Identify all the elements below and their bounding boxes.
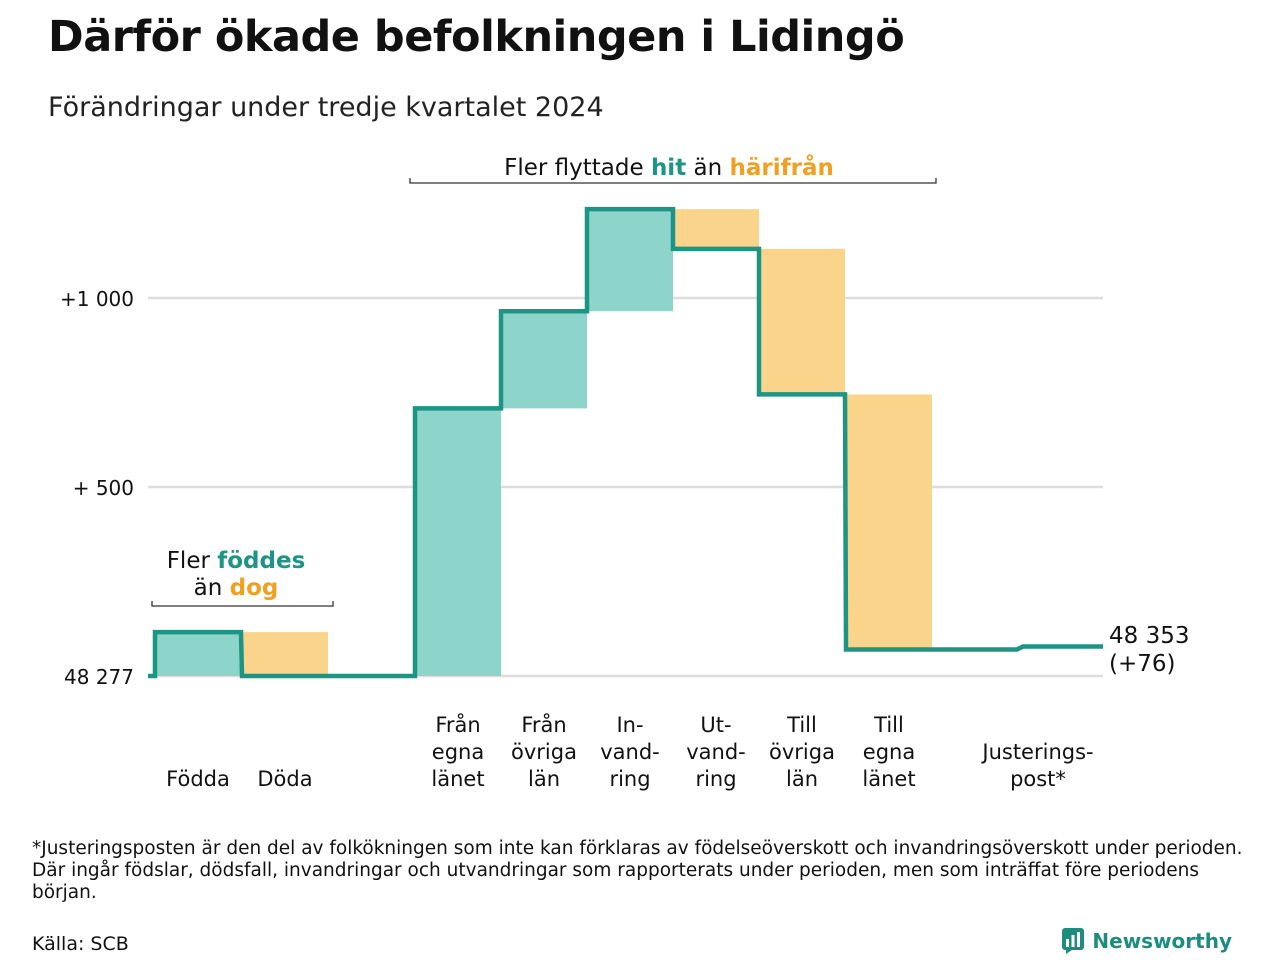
- brand: Newsworthy: [1062, 928, 1232, 954]
- bar-invandring: [587, 209, 673, 312]
- category-label: Till övriga län: [769, 713, 835, 791]
- bar-från-egna-länet: [415, 408, 501, 676]
- y-tick-label: +1 000: [60, 287, 134, 311]
- category-label: Födda: [166, 767, 230, 791]
- annotation-migration: Fler flyttade hit än härifrån: [504, 154, 834, 181]
- end-value-label: 48 353: [1109, 623, 1189, 649]
- annotation-births: än dog: [194, 575, 279, 601]
- category-label: In-vand-ring: [600, 713, 660, 791]
- annotation-births: Fler föddes: [167, 548, 306, 574]
- bar-utvandring: [673, 209, 759, 249]
- category-label: Till egna länet: [862, 713, 915, 791]
- category-label: Justerings-post*: [980, 740, 1093, 791]
- y-tick-label: + 500: [73, 476, 134, 500]
- cumulative-step-line: [148, 206, 1103, 679]
- bars: [155, 209, 932, 676]
- x-axis-labels: Födda Döda Från egna länet Från övriga län In-va…: [166, 712, 1093, 791]
- category-label: Från övriga län: [511, 712, 577, 791]
- footnote: *Justeringsposten är den del av folkökni…: [32, 838, 1243, 903]
- end-labels: 48 353(+76): [1109, 623, 1189, 677]
- end-change-label: (+76): [1109, 651, 1175, 677]
- source-note: Källa: SCB: [32, 933, 129, 955]
- y-tick-label: 48 277: [64, 665, 134, 689]
- annotation-bracket: [409, 178, 937, 184]
- category-label: Ut-vand-ring: [686, 713, 746, 791]
- bar-till-egna-länet: [846, 394, 932, 650]
- gridlines: [148, 296, 1103, 678]
- bar-döda: [242, 632, 328, 676]
- newsworthy-logo-icon: [1062, 928, 1085, 954]
- page-subtitle: Förändringar under tredje kvartalet 2024: [48, 92, 604, 123]
- bar-från-övriga-län: [501, 311, 587, 409]
- page-title: Därför ökade befolkningen i Lidingö: [48, 12, 905, 62]
- waterfall-chart: +1 000 + 500 48 277 Födda Döda Från egna länet…: [60, 154, 1190, 791]
- category-label: Från egna länet: [431, 712, 484, 791]
- annotation-bracket: [151, 601, 334, 607]
- y-axis: +1 000 + 500 48 277: [60, 287, 134, 689]
- brand-name: Newsworthy: [1092, 929, 1232, 953]
- category-label: Döda: [257, 767, 312, 791]
- step-line: [148, 206, 1103, 679]
- bar-födda: [155, 632, 241, 676]
- bar-till-övriga-län: [759, 248, 845, 395]
